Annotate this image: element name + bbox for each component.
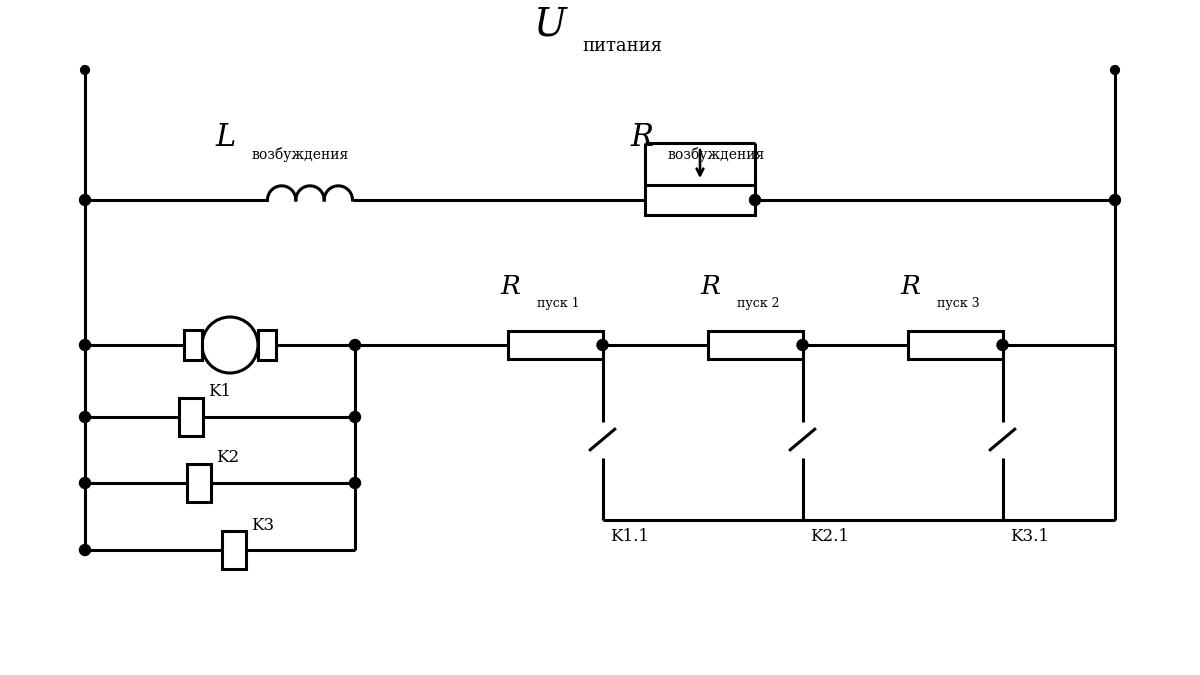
Circle shape: [598, 340, 608, 350]
Circle shape: [202, 317, 258, 373]
Bar: [184, 330, 202, 360]
Text: пуск 1: пуск 1: [538, 297, 580, 310]
Bar: [222, 531, 246, 569]
Text: возбуждения: возбуждения: [668, 147, 766, 162]
Text: R: R: [630, 122, 653, 153]
Circle shape: [79, 340, 90, 350]
Text: пуск 2: пуск 2: [737, 297, 780, 310]
Text: K2: K2: [216, 450, 239, 466]
Circle shape: [1111, 65, 1120, 74]
Text: L: L: [215, 122, 235, 153]
Text: K3.1: K3.1: [1010, 528, 1050, 545]
Circle shape: [997, 340, 1008, 350]
Circle shape: [1110, 194, 1121, 205]
Bar: [508, 331, 602, 359]
Bar: [907, 331, 1002, 359]
Circle shape: [79, 194, 90, 205]
Text: R: R: [900, 275, 920, 300]
Circle shape: [797, 340, 808, 350]
Circle shape: [79, 545, 90, 556]
Text: K1: K1: [208, 383, 232, 400]
Bar: [646, 185, 755, 215]
Text: питания: питания: [582, 37, 662, 55]
Bar: [179, 398, 203, 436]
Circle shape: [349, 412, 360, 423]
Text: K3: K3: [251, 516, 274, 533]
Text: R: R: [500, 275, 520, 300]
Text: K1.1: K1.1: [611, 528, 649, 545]
Bar: [258, 330, 276, 360]
Text: U: U: [534, 7, 566, 43]
Circle shape: [79, 477, 90, 489]
Circle shape: [79, 412, 90, 423]
Circle shape: [80, 65, 90, 74]
Bar: [708, 331, 803, 359]
Text: R: R: [700, 275, 720, 300]
Circle shape: [349, 477, 360, 489]
Bar: [187, 464, 211, 502]
Circle shape: [349, 340, 360, 350]
Circle shape: [750, 194, 761, 205]
Text: K2.1: K2.1: [810, 528, 850, 545]
Text: пуск 3: пуск 3: [937, 297, 979, 310]
Text: возбуждения: возбуждения: [252, 147, 349, 162]
